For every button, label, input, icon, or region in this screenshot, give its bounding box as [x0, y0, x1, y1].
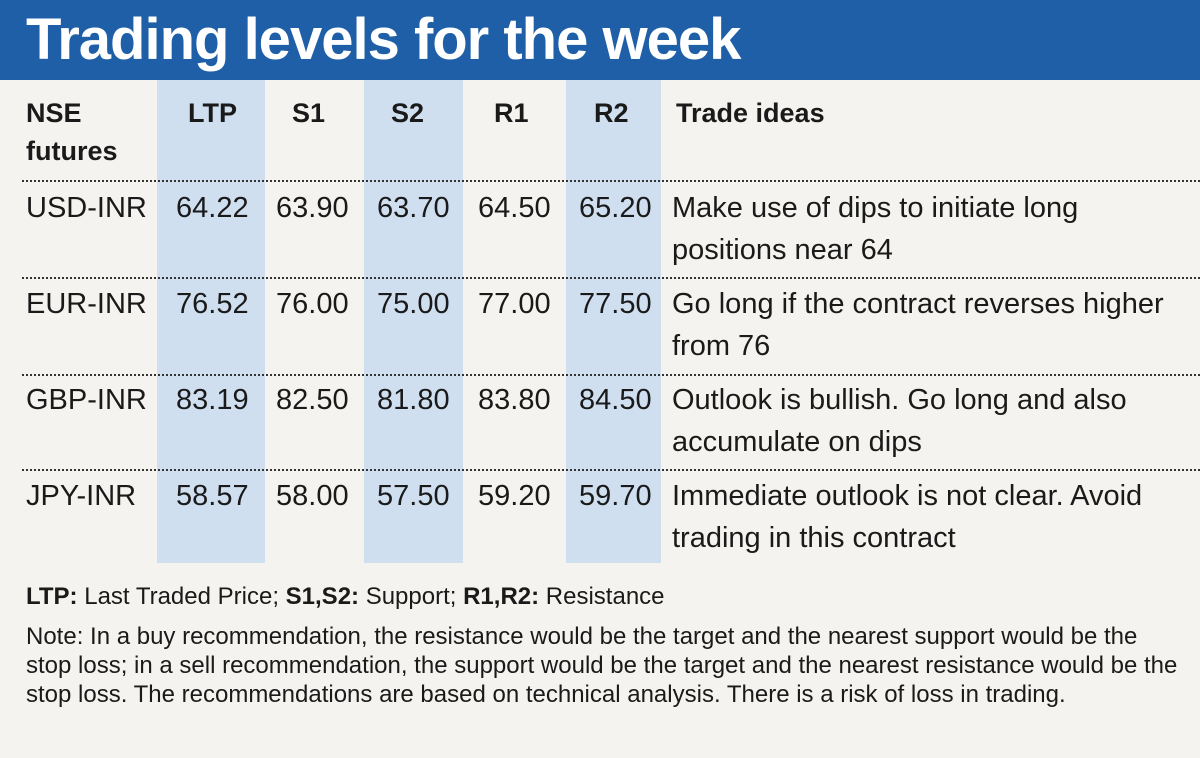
ltp-cell: 76.52 [176, 288, 249, 320]
legend-resistance-definition: Resistance [539, 583, 665, 610]
s2-cell: 63.70 [377, 192, 450, 224]
s2-cell: 81.80 [377, 384, 450, 416]
row-divider [22, 277, 1200, 279]
page-title: Trading levels for the week [26, 7, 741, 72]
row-divider [22, 469, 1200, 471]
header-trade-ideas: Trade ideas [676, 98, 825, 128]
column-band-r2 [566, 80, 661, 563]
trade-idea-cell: Immediate outlook is not clear. Avoid tr… [672, 480, 1143, 554]
ltp-cell: 83.19 [176, 384, 249, 416]
header-r1: R1 [494, 98, 529, 128]
r1-cell: 83.80 [478, 384, 551, 416]
legend-support-term: S1,S2: [285, 583, 360, 610]
instrument-cell: GBP-INR [26, 384, 147, 416]
header-r2: R2 [594, 98, 629, 128]
s2-cell: 75.00 [377, 288, 450, 320]
legend-resistance-term: R1,R2: [463, 583, 540, 610]
row-divider [22, 180, 1200, 182]
instrument-cell: USD-INR [26, 192, 147, 224]
header-s1: S1 [292, 98, 326, 128]
legend-support-definition: Support; [359, 583, 464, 610]
r2-cell: 59.70 [579, 480, 652, 512]
r1-cell: 77.00 [478, 288, 551, 320]
instrument-cell: EUR-INR [26, 288, 147, 320]
r2-cell: 65.20 [579, 192, 652, 224]
trade-idea-cell: Outlook is bullish. Go long and also acc… [672, 384, 1127, 458]
r1-cell: 64.50 [478, 192, 551, 224]
header-instrument-line1: NSE [26, 98, 82, 128]
header-s2: S2 [391, 98, 425, 128]
r1-cell: 59.20 [478, 480, 551, 512]
title-bar: Trading levels for the week [0, 0, 1200, 80]
ltp-cell: 58.57 [176, 480, 249, 512]
legend-ltp-term: LTP: [26, 583, 78, 610]
column-band-s2 [364, 80, 463, 563]
ltp-cell: 64.22 [176, 192, 249, 224]
trade-idea-cell: Make use of dips to initiate long positi… [672, 192, 1079, 266]
instrument-cell: JPY-INR [26, 480, 137, 512]
s2-cell: 57.50 [377, 480, 450, 512]
s1-cell: 76.00 [276, 288, 349, 320]
s1-cell: 58.00 [276, 480, 349, 512]
header-ltp: LTP [188, 98, 237, 128]
legend-ltp-definition: Last Traded Price; [77, 583, 286, 610]
legend: LTP: Last Traded Price; S1,S2: Support; … [26, 580, 665, 614]
footnote: Note: In a buy recommendation, the resis… [26, 623, 1178, 708]
r2-cell: 84.50 [579, 384, 652, 416]
r2-cell: 77.50 [579, 288, 652, 320]
column-band-ltp [157, 80, 265, 563]
header-instrument: NSE futures [26, 94, 118, 170]
s1-cell: 82.50 [276, 384, 349, 416]
trade-idea-cell: Go long if the contract reverses higher … [672, 288, 1164, 362]
row-divider [22, 374, 1200, 376]
header-instrument-line2: futures [26, 136, 118, 166]
s1-cell: 63.90 [276, 192, 349, 224]
